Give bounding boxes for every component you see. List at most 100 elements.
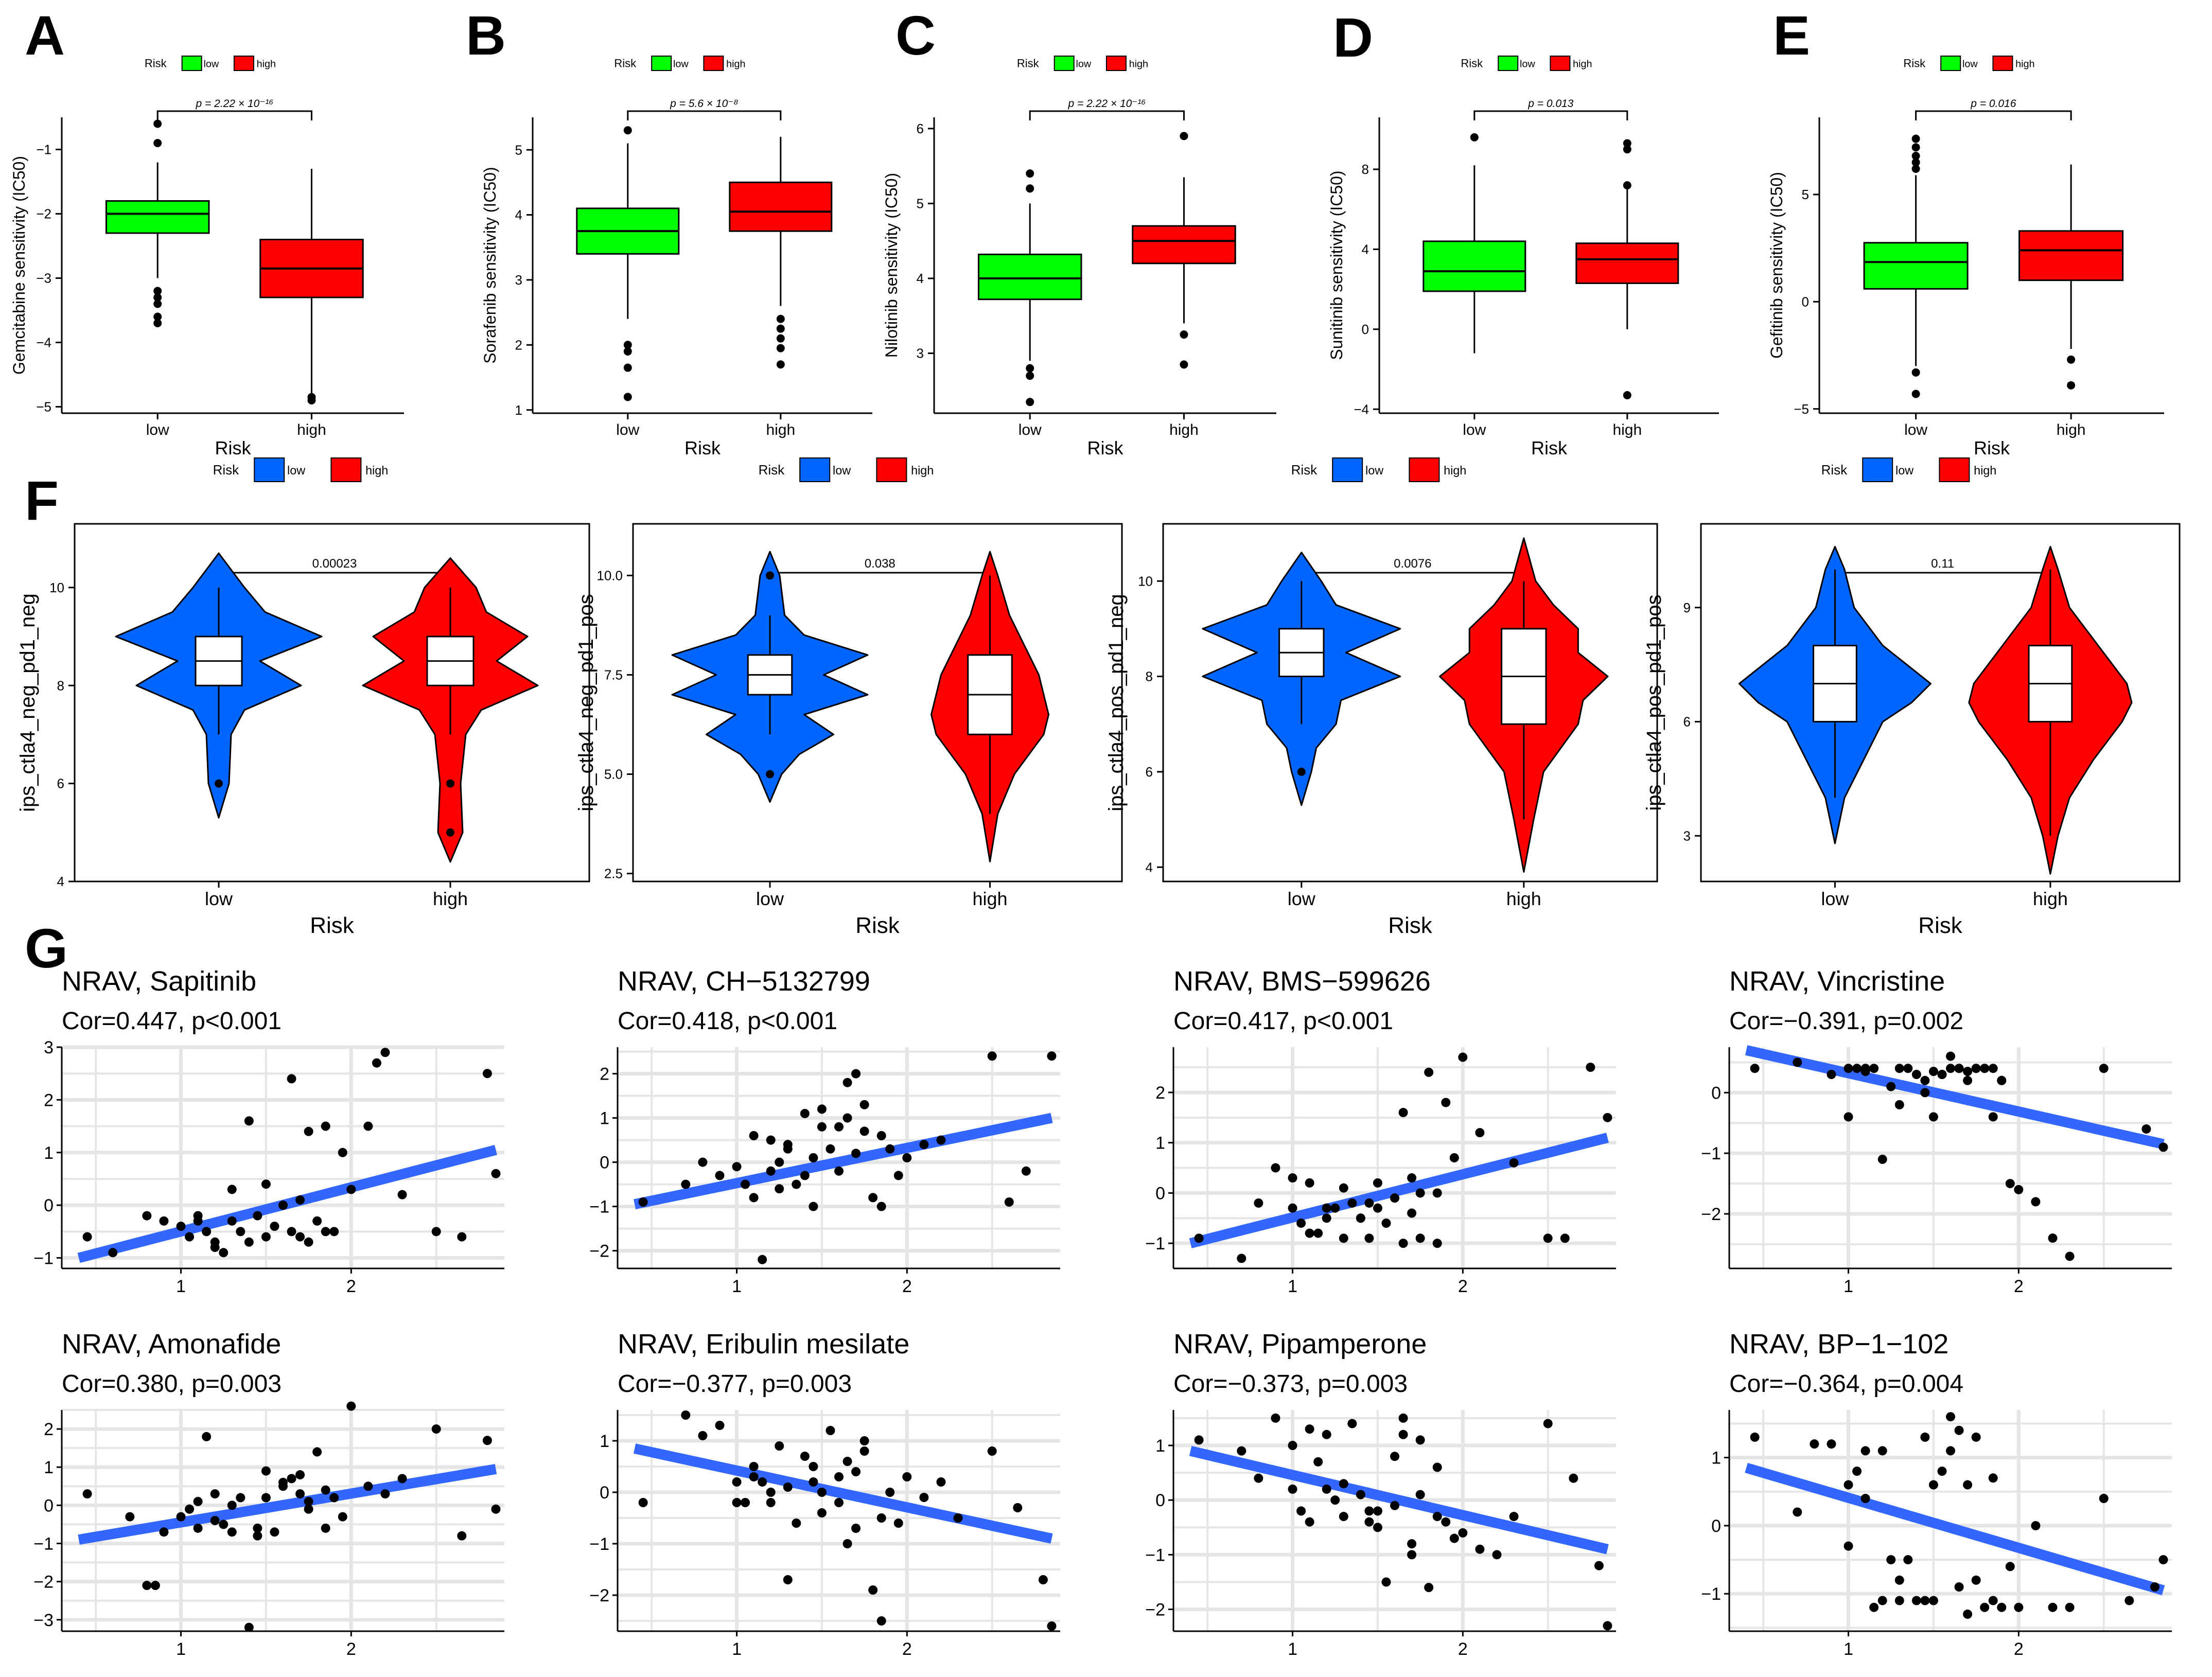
y-tick-label: −1 bbox=[1145, 1234, 1165, 1254]
y-axis-title: ips_ctla4_pos_pd1_neg bbox=[1105, 594, 1128, 811]
x-axis-title: Risk bbox=[1087, 437, 1124, 458]
regression-line bbox=[78, 1464, 497, 1545]
data-point bbox=[1894, 1100, 1904, 1109]
panel-letter-D: D bbox=[1333, 6, 1373, 68]
regression-line bbox=[1189, 1133, 1609, 1248]
significance-bracket bbox=[218, 572, 451, 578]
y-tick-label: 2.5 bbox=[604, 866, 623, 881]
data-point bbox=[2141, 1124, 2151, 1134]
data-point bbox=[1980, 1064, 1990, 1073]
data-point bbox=[1373, 1506, 1382, 1516]
legend-title: Risk bbox=[1461, 57, 1483, 70]
data-point bbox=[859, 1100, 869, 1109]
y-tick-label: 0 bbox=[600, 1153, 609, 1173]
y-tick-label: 0 bbox=[1362, 322, 1369, 337]
data-point bbox=[397, 1190, 407, 1199]
data-point bbox=[987, 1446, 997, 1456]
x-tick-label: high bbox=[972, 888, 1007, 909]
data-point bbox=[1980, 1602, 1990, 1612]
outlier-point bbox=[1180, 330, 1188, 339]
data-point bbox=[1894, 1064, 1904, 1073]
x-tick-label: low bbox=[205, 888, 233, 909]
data-point bbox=[1449, 1153, 1459, 1162]
data-point bbox=[142, 1581, 152, 1591]
data-point bbox=[1407, 1550, 1417, 1560]
legend-swatch-high bbox=[1992, 56, 2013, 71]
data-point bbox=[2158, 1142, 2168, 1152]
legend: Risk low high bbox=[1291, 457, 1466, 482]
data-point bbox=[1313, 1457, 1323, 1467]
legend-label-low: low bbox=[1962, 59, 1978, 70]
legend-title: Risk bbox=[1017, 57, 1040, 70]
data-point bbox=[1398, 1108, 1408, 1118]
y-axis-title: Nilotinib sensitivity (IC50) bbox=[882, 173, 901, 358]
legend-label-high: high bbox=[911, 464, 934, 477]
data-point bbox=[1415, 1188, 1425, 1198]
data-point bbox=[2125, 1596, 2134, 1605]
outlier-point bbox=[1026, 184, 1034, 193]
outlier-point bbox=[1623, 181, 1631, 190]
y-tick-label: 3 bbox=[1683, 828, 1691, 843]
data-point bbox=[1322, 1213, 1331, 1223]
legend: Risk low high bbox=[145, 56, 276, 71]
outlier-point bbox=[623, 341, 632, 349]
data-point bbox=[876, 1616, 886, 1626]
data-point bbox=[1963, 1480, 1973, 1490]
data-point bbox=[800, 1452, 810, 1461]
data-point bbox=[2005, 1179, 2015, 1189]
scatter-panel-G7: NRAV, Pipamperone Cor=−0.373, p=0.003 −2 −1… bbox=[1145, 1329, 1616, 1659]
data-point bbox=[792, 1179, 801, 1189]
data-point bbox=[1339, 1183, 1348, 1193]
data-point bbox=[1569, 1473, 1578, 1483]
data-point bbox=[1928, 1067, 1938, 1076]
y-tick-label: 4 bbox=[1146, 859, 1153, 875]
x-tick-label: high bbox=[433, 888, 468, 909]
data-point bbox=[1194, 1233, 1204, 1243]
outlier-point bbox=[1180, 360, 1188, 369]
data-point bbox=[397, 1474, 407, 1484]
data-point bbox=[338, 1148, 347, 1157]
x-axis-title: Risk bbox=[684, 437, 721, 458]
box-high bbox=[2018, 230, 2124, 281]
data-point bbox=[809, 1202, 818, 1211]
data-point bbox=[1322, 1203, 1331, 1213]
data-point bbox=[159, 1527, 169, 1537]
y-axis-title: Sorafenib sensitivity (IC50) bbox=[481, 167, 499, 363]
scatter-subtitle: Cor=0.380, p=0.003 bbox=[62, 1370, 282, 1398]
box-panel-D: −4 0 4 8 Risk low high p = 0.013 low high Risk Suni… bbox=[1327, 56, 1719, 458]
box-low bbox=[977, 253, 1082, 301]
scatter-subtitle: Cor=−0.364, p=0.004 bbox=[1729, 1370, 1963, 1398]
y-tick-label: −4 bbox=[1354, 401, 1369, 417]
significance-bracket bbox=[1029, 110, 1185, 120]
data-point bbox=[457, 1531, 467, 1541]
data-point bbox=[321, 1485, 330, 1495]
data-point bbox=[2065, 1602, 2075, 1612]
scatter-panel-G3: NRAV, BMS−599626 Cor=0.417, p<0.001 −1 0 1 2 1… bbox=[1145, 966, 1616, 1296]
data-point bbox=[766, 1135, 776, 1145]
legend-swatch-high bbox=[1550, 56, 1571, 71]
x-tick-label: 1 bbox=[1844, 1639, 1853, 1659]
outlier-point bbox=[776, 344, 785, 352]
data-point bbox=[304, 1237, 313, 1247]
data-point bbox=[1586, 1063, 1595, 1072]
y-axis-title: ips_ctla4_neg_pd1_neg bbox=[16, 593, 39, 812]
scatter-panel-G2: NRAV, CH−5132799 Cor=0.418, p<0.001 −2 −1 0 1… bbox=[589, 966, 1060, 1296]
data-point bbox=[1894, 1575, 1904, 1585]
data-point bbox=[1364, 1506, 1374, 1516]
data-point bbox=[2158, 1555, 2168, 1565]
data-point bbox=[261, 1466, 271, 1476]
data-point bbox=[1920, 1088, 1930, 1098]
data-point bbox=[491, 1504, 501, 1514]
outlier-point bbox=[776, 324, 785, 333]
y-tick-label: 2 bbox=[44, 1420, 54, 1439]
legend-swatch-low bbox=[651, 56, 672, 71]
significance-bracket bbox=[627, 110, 782, 120]
legend: Risk low high bbox=[1017, 56, 1148, 71]
y-tick-label: 5.0 bbox=[604, 767, 623, 782]
outlier-point bbox=[623, 393, 632, 401]
data-point bbox=[715, 1421, 725, 1430]
x-tick-label: low bbox=[146, 421, 169, 438]
y-tick-label: −1 bbox=[1145, 1545, 1165, 1565]
data-point bbox=[1844, 1064, 1853, 1073]
scatter-subtitle: Cor=−0.391, p=0.002 bbox=[1729, 1008, 1963, 1035]
